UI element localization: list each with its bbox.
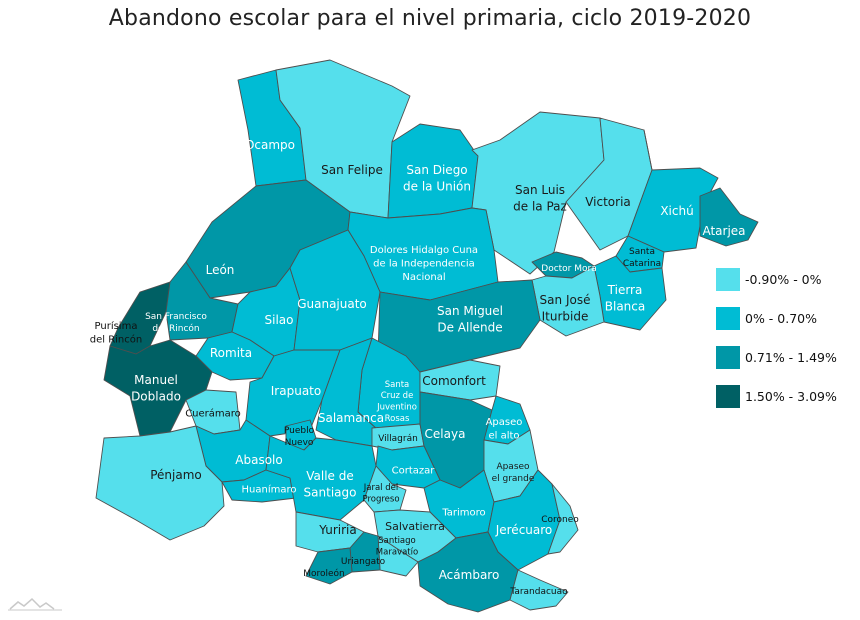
legend-label: -0.90% - 0% (745, 272, 822, 287)
legend-swatch (716, 268, 740, 291)
legend-label: 0% - 0.70% (745, 311, 817, 326)
municipality-label-abasolo: Abasolo (235, 453, 282, 467)
municipality-label-san-diego: San Diego de la Unión (403, 163, 471, 193)
municipality-label-santa-catarina: Santa Catarina (623, 247, 661, 269)
municipality-label-tierra-blanca: Tierra Blanca (605, 283, 645, 313)
legend-item[interactable]: -0.90% - 0% (716, 268, 837, 291)
municipality-tarandacuao[interactable] (509, 569, 569, 611)
mountain-logo-icon (8, 597, 62, 611)
municipality-label-romita: Romita (210, 346, 252, 360)
legend-swatch (716, 307, 740, 330)
municipality-label-san-francisco: San Francisco del Rincón (145, 312, 207, 334)
page-title: Abandono escolar para el nivel primaria,… (108, 6, 752, 31)
municipality-label-doctor-mora: Doctor Mora (541, 264, 596, 274)
municipality-label-pueblo-nuevo: Pueblo Nuevo (284, 426, 315, 448)
municipality-label-huanimaro: Huanímaro (242, 484, 297, 496)
municipality-label-acambaro: Acámbaro (439, 568, 500, 582)
municipality-label-guanajuato: Guanajuato (297, 297, 367, 311)
municipality-salamanca[interactable] (315, 337, 379, 447)
municipality-label-jerecuaro: Jerécuaro (495, 523, 553, 537)
municipality-label-yuriria: Yuriria (318, 523, 356, 537)
municipality-label-tarandacuao: Tarandacuao (509, 587, 568, 597)
municipality-guanajuato[interactable] (289, 229, 381, 351)
municipality-label-silao: Silao (265, 313, 294, 327)
municipality-label-victoria: Victoria (585, 195, 631, 209)
legend: -0.90% - 0% 0% - 0.70% 0.71% - 1.49% 1.5… (716, 268, 837, 424)
municipality-label-irapuato: Irapuato (271, 384, 321, 398)
legend-item[interactable]: 0.71% - 1.49% (716, 346, 837, 369)
municipality-label-moroleon: Moroleón (303, 568, 345, 579)
municipality-label-santa-cruz: Santa Cruz de Juventino Rosas (376, 380, 417, 424)
municipality-label-cortazar: Cortazar (392, 466, 436, 477)
credits-logo (8, 596, 64, 616)
municipality-label-salamanca: Salamanca (318, 411, 384, 425)
municipality-label-valle-santiago: Valle de Santiago (304, 469, 357, 499)
municipality-valle-santiago[interactable] (265, 435, 377, 521)
municipality-label-penjamo: Pénjamo (150, 468, 202, 482)
municipality-label-san-miguel: San Miguel De Allende (437, 304, 503, 334)
municipality-moroleon[interactable] (305, 547, 353, 585)
municipality-label-comonfort: Comonfort (422, 374, 486, 388)
legend-item[interactable]: 1.50% - 3.09% (716, 385, 837, 408)
municipality-label-purisima: Purísima del Rincón (90, 320, 142, 346)
legend-swatch (716, 385, 740, 408)
legend-label: 0.71% - 1.49% (745, 350, 837, 365)
municipality-label-coroneo: Coroneo (541, 515, 579, 525)
municipality-label-jaral: Jaral del Progreso (362, 483, 399, 504)
municipality-label-apaseo-alto: Apaseo el alto (486, 417, 523, 442)
legend-swatch (716, 346, 740, 369)
legend-item[interactable]: 0% - 0.70% (716, 307, 837, 330)
municipality-san-jose-iturbide[interactable] (531, 265, 605, 337)
municipality-label-manuel-doblado: Manuel Doblado (131, 373, 181, 403)
municipality-label-san-luis-paz: San Luis de la Paz (513, 183, 567, 213)
municipality-label-tarimoro: Tarimoro (441, 508, 485, 519)
municipality-label-leon: León (206, 263, 235, 277)
municipality-label-uriangato: Uriangato (341, 557, 386, 567)
municipality-label-celaya: Celaya (425, 427, 466, 441)
municipality-label-dolores-hidalgo: Dolores Hidalgo Cuna de la Independencia N… (370, 245, 478, 283)
municipality-atarjea[interactable] (699, 187, 759, 247)
municipality-label-san-jose-iturbide: San José Iturbide (540, 293, 591, 323)
municipality-label-ocampo: Ocampo (245, 138, 295, 152)
municipality-label-villagran: Villagrán (378, 434, 418, 444)
municipality-coroneo[interactable] (547, 483, 579, 555)
municipality-label-salvatierra: Salvatierra (385, 520, 445, 533)
municipality-label-xichu: Xichú (660, 204, 693, 218)
municipality-penjamo[interactable] (95, 425, 225, 541)
municipality-label-apaseo-grande: Apaseo el grande (492, 462, 535, 484)
municipality-label-atarjea: Atarjea (702, 224, 745, 238)
legend-label: 1.50% - 3.09% (745, 389, 837, 404)
municipality-label-santiago-maravatio: Santiago Maravatío (376, 536, 418, 557)
municipality-label-san-felipe: San Felipe (321, 163, 383, 177)
municipality-label-cueramaro: Cuerámaro (185, 408, 241, 420)
